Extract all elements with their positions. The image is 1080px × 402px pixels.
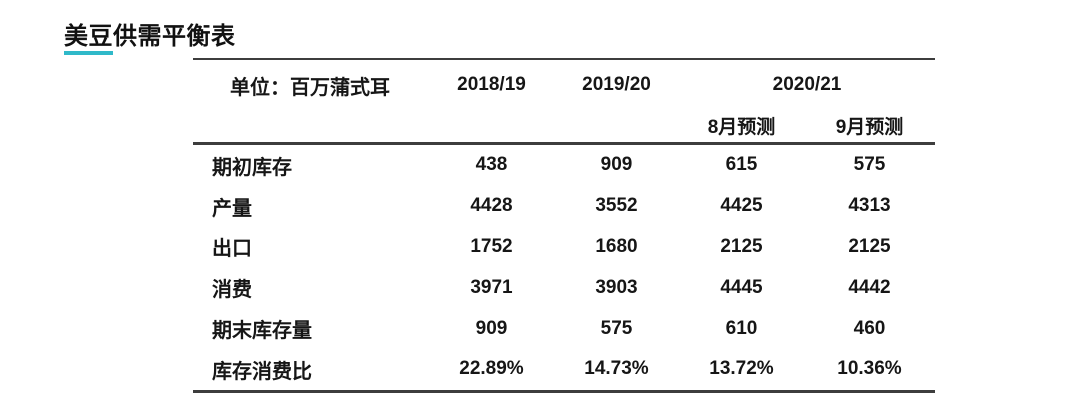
cell-value: 909 [600, 154, 633, 176]
unit-label: 单位：百万蒲式耳 [230, 76, 390, 99]
row-label: 库存消费比 [212, 360, 312, 383]
title-highlighted-text: 美豆 [64, 23, 113, 55]
cell-value: 610 [725, 317, 758, 339]
row-label: 产量 [212, 197, 252, 220]
cell-value: 2125 [720, 235, 763, 257]
table-row: 期初库存 438 909 615 575 [193, 145, 935, 186]
cell-value: 13.72% [709, 358, 774, 380]
cell-value: 4425 [720, 195, 763, 217]
header-row-years: 单位：百万蒲式耳 2018/19 2019/20 2020/21 [193, 62, 935, 108]
header-cell-september-forecast: 9月预测 [835, 116, 904, 138]
header-cell-2018-19: 2018/19 [457, 74, 526, 95]
row-label: 期初库存 [212, 156, 292, 179]
cell-value: 575 [853, 154, 886, 176]
table-row: 出口 1752 1680 2125 2125 [193, 227, 935, 268]
cell-value: 909 [475, 317, 508, 339]
table-row: 产量 4428 3552 4425 4313 [193, 186, 935, 227]
cell-value: 4428 [470, 195, 513, 217]
supply-demand-table: 单位：百万蒲式耳 2018/19 2019/20 2020/21 8月预测 9月… [193, 58, 935, 393]
cell-value: 3903 [595, 276, 638, 298]
row-label: 期末库存量 [212, 320, 312, 343]
table-row: 消费 3971 3903 4445 4442 [193, 267, 935, 308]
header-cell-august-forecast: 8月预测 [707, 116, 776, 138]
cell-value: 10.36% [837, 358, 902, 380]
cell-value: 22.89% [459, 358, 524, 380]
cell-value: 4445 [720, 276, 763, 298]
row-label: 消费 [212, 279, 252, 302]
cell-value: 3552 [595, 195, 638, 217]
cell-value: 460 [853, 317, 886, 339]
cell-value: 575 [600, 317, 633, 339]
header-cell-2020-21: 2020/21 [772, 74, 842, 95]
cell-value: 4442 [848, 276, 891, 298]
cell-value: 4313 [848, 195, 891, 217]
cell-value: 3971 [470, 276, 513, 298]
cell-value: 1752 [470, 235, 513, 257]
cell-value: 615 [725, 154, 758, 176]
table-header: 单位：百万蒲式耳 2018/19 2019/20 2020/21 8月预测 9月… [193, 60, 935, 145]
title-rest-text: 供需平衡表 [113, 23, 236, 50]
row-label: 出口 [212, 238, 252, 261]
table-row: 库存消费比 22.89% 14.73% 13.72% 10.36% [193, 349, 935, 390]
page-title: 美豆供需平衡表 [64, 16, 236, 55]
cell-value: 14.73% [584, 358, 649, 380]
cell-value: 438 [475, 154, 508, 176]
table-row: 期末库存量 909 575 610 460 [193, 308, 935, 349]
header-row-forecasts: 8月预测 9月预测 [193, 108, 935, 142]
header-cell-2019-20: 2019/20 [582, 74, 651, 95]
table-body: 期初库存 438 909 615 575 产量 4428 3552 4425 4… [193, 145, 935, 390]
cell-value: 1680 [595, 235, 638, 257]
cell-value: 2125 [848, 235, 891, 257]
